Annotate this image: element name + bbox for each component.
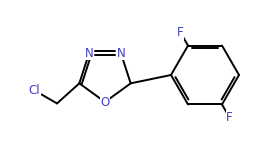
Text: O: O <box>100 95 110 108</box>
Text: F: F <box>226 111 233 124</box>
Text: N: N <box>85 47 93 60</box>
Text: N: N <box>117 47 125 60</box>
Text: Cl: Cl <box>29 84 40 97</box>
Text: F: F <box>177 26 184 39</box>
